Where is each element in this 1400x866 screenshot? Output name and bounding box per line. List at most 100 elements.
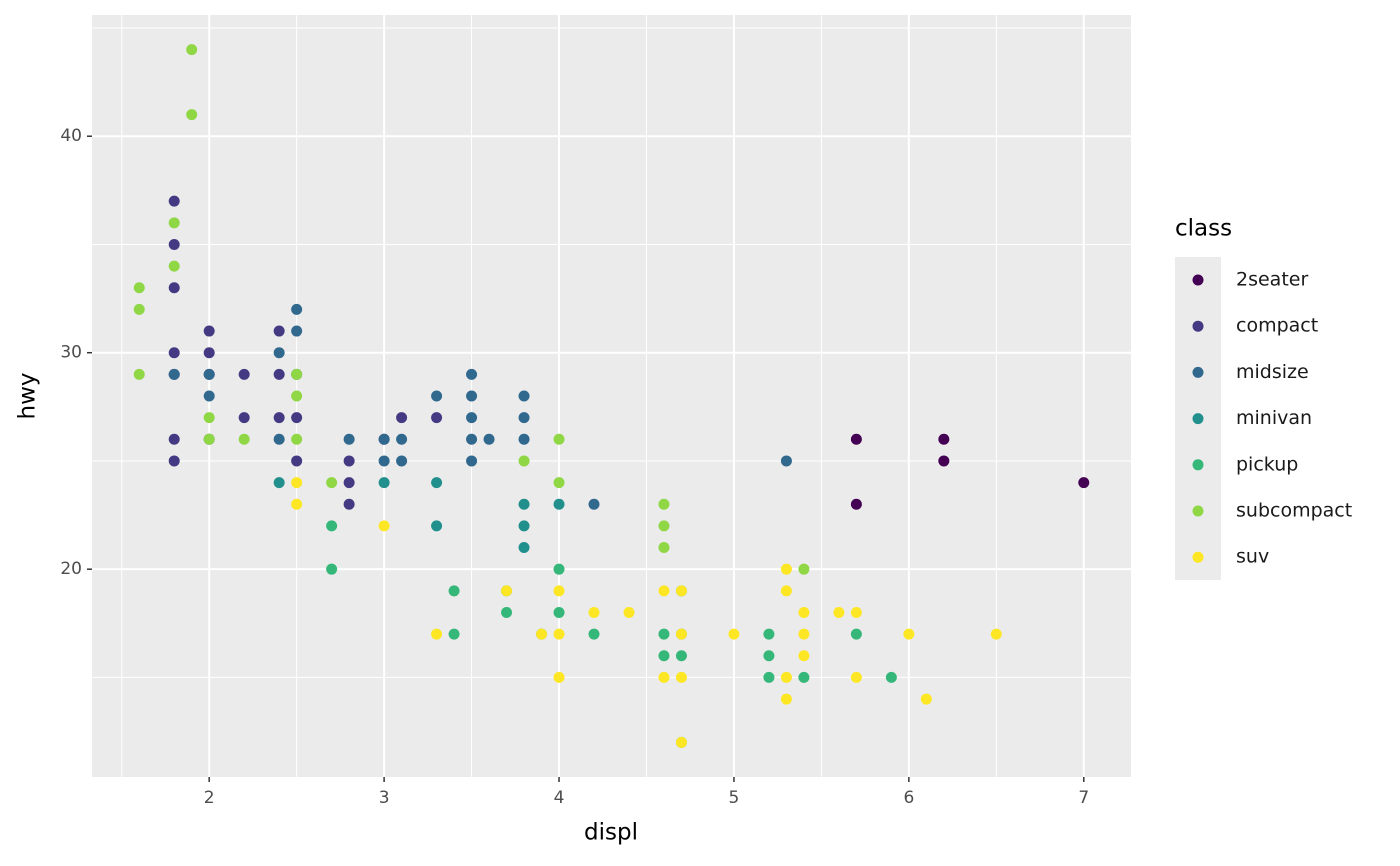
point xyxy=(780,671,792,683)
point xyxy=(133,368,145,380)
point xyxy=(798,606,810,618)
legend-key xyxy=(1192,459,1204,471)
point xyxy=(291,368,303,380)
legend-label: compact xyxy=(1236,315,1318,337)
point xyxy=(291,325,303,337)
point xyxy=(798,628,810,640)
point xyxy=(186,109,198,121)
point xyxy=(518,498,530,510)
point xyxy=(238,433,250,445)
point xyxy=(291,455,303,467)
point xyxy=(920,693,932,705)
point xyxy=(798,671,810,683)
point xyxy=(658,520,670,532)
point xyxy=(203,325,215,337)
y-tick-label: 40 xyxy=(60,126,82,146)
point xyxy=(658,542,670,554)
point xyxy=(448,628,460,640)
point xyxy=(675,585,687,597)
point xyxy=(658,498,670,510)
point xyxy=(990,628,1002,640)
point xyxy=(553,563,565,575)
point xyxy=(273,477,285,489)
legend-key xyxy=(1192,505,1204,517)
point xyxy=(343,477,355,489)
point xyxy=(186,44,198,56)
x-tick-label: 6 xyxy=(903,788,914,808)
point xyxy=(850,433,862,445)
legend-key xyxy=(1192,366,1204,378)
point xyxy=(675,628,687,640)
point xyxy=(291,498,303,510)
x-tick-label: 5 xyxy=(729,788,740,808)
point xyxy=(291,303,303,315)
point xyxy=(763,628,775,640)
point xyxy=(273,433,285,445)
point xyxy=(466,390,478,402)
point xyxy=(203,390,215,402)
point xyxy=(291,390,303,402)
x-tick-label: 3 xyxy=(379,788,390,808)
point xyxy=(553,628,565,640)
point xyxy=(168,347,180,359)
point xyxy=(378,455,390,467)
point xyxy=(168,238,180,250)
point xyxy=(553,606,565,618)
point xyxy=(675,650,687,662)
point xyxy=(658,650,670,662)
point xyxy=(518,390,530,402)
point xyxy=(431,390,443,402)
point xyxy=(326,563,338,575)
point xyxy=(431,520,443,532)
point xyxy=(553,477,565,489)
point xyxy=(850,671,862,683)
legend-label: pickup xyxy=(1236,453,1298,475)
point xyxy=(501,606,513,618)
point xyxy=(378,433,390,445)
legend-key xyxy=(1192,551,1204,563)
point xyxy=(588,498,600,510)
point xyxy=(1078,477,1090,489)
legend-label: suv xyxy=(1236,546,1269,568)
point xyxy=(623,606,635,618)
x-axis-title: displ xyxy=(584,820,638,846)
point xyxy=(850,628,862,640)
point xyxy=(780,455,792,467)
point xyxy=(168,282,180,294)
point xyxy=(396,433,408,445)
point xyxy=(483,433,495,445)
point xyxy=(658,585,670,597)
point xyxy=(378,520,390,532)
point xyxy=(536,628,548,640)
point xyxy=(133,303,145,315)
point xyxy=(168,455,180,467)
point xyxy=(675,671,687,683)
point xyxy=(396,412,408,424)
point xyxy=(343,498,355,510)
point xyxy=(466,455,478,467)
x-tick-label: 4 xyxy=(554,788,565,808)
point xyxy=(238,412,250,424)
point xyxy=(798,650,810,662)
point xyxy=(553,585,565,597)
legend-key xyxy=(1192,274,1204,286)
point xyxy=(763,650,775,662)
point xyxy=(396,455,408,467)
point xyxy=(238,368,250,380)
point xyxy=(168,195,180,207)
point xyxy=(273,412,285,424)
y-axis-title: hwy xyxy=(15,373,41,420)
y-tick-label: 20 xyxy=(60,559,82,579)
point xyxy=(291,433,303,445)
point xyxy=(291,412,303,424)
x-tick-label: 7 xyxy=(1078,788,1089,808)
legend-label: subcompact xyxy=(1236,500,1352,522)
point xyxy=(168,433,180,445)
legend-title: class xyxy=(1175,216,1232,242)
legend-label: midsize xyxy=(1236,361,1309,383)
point xyxy=(518,542,530,554)
point xyxy=(326,520,338,532)
point xyxy=(518,433,530,445)
point xyxy=(518,455,530,467)
point xyxy=(885,671,897,683)
